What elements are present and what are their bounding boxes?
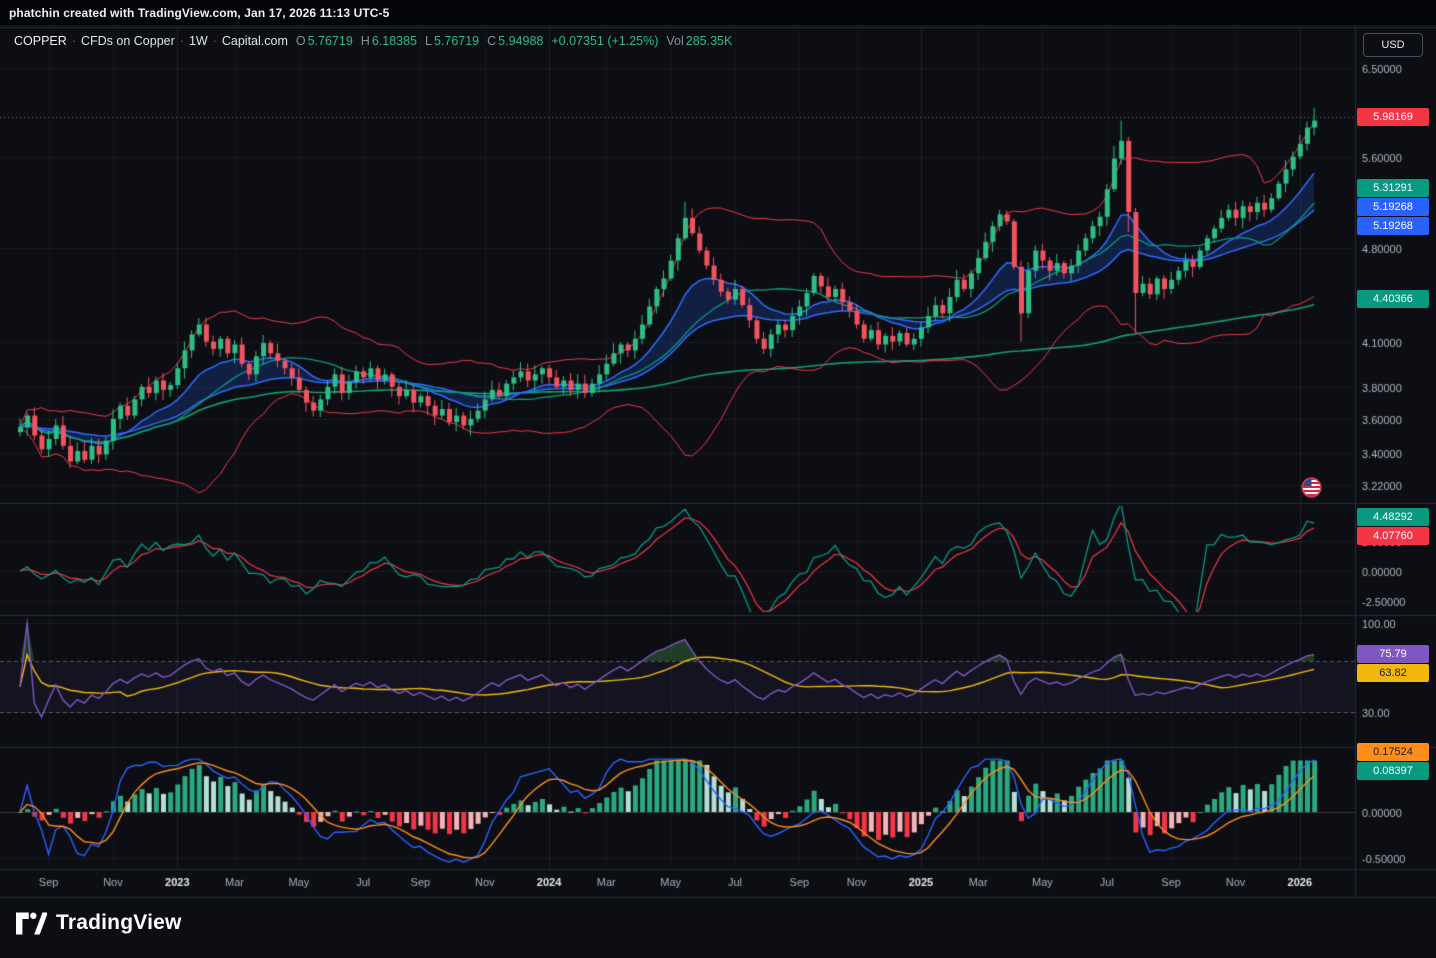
volume-value: 285.35K bbox=[685, 34, 733, 48]
osc-green-badge: 4.48292 bbox=[1357, 508, 1429, 527]
open-value: 5.76719 bbox=[307, 34, 353, 48]
close-value: 5.94988 bbox=[498, 34, 544, 48]
us-flag-icon bbox=[1301, 477, 1322, 498]
attribution-text: phatchin created with TradingView.com, J… bbox=[9, 5, 390, 20]
close-label: C bbox=[487, 34, 497, 48]
symbol-description[interactable]: CFDs on Copper bbox=[80, 34, 175, 48]
ribbon-upper-badge: 5.19268 bbox=[1357, 197, 1429, 216]
high-label: H bbox=[360, 34, 370, 48]
symbol-legend: COPPER · CFDs on Copper · 1W · Capital.c… bbox=[14, 34, 732, 48]
last-price-badge: 5.98169 bbox=[1357, 108, 1429, 127]
tradingview-brand-text[interactable]: TradingView bbox=[56, 911, 182, 934]
slow-ma-badge: 4.40366 bbox=[1357, 290, 1429, 309]
exchange-name[interactable]: Capital.com bbox=[221, 34, 288, 48]
low-label: L bbox=[425, 34, 432, 48]
change-value: +0.07351 (+1.25%) bbox=[551, 34, 659, 48]
tradingview-logo-icon[interactable] bbox=[16, 912, 47, 935]
separator-dot: · bbox=[71, 34, 76, 48]
macd-hist-badge: 0.08397 bbox=[1357, 761, 1429, 780]
currency-toggle-button[interactable]: USD bbox=[1363, 33, 1423, 57]
volume-label: Vol bbox=[666, 34, 684, 48]
rsi-value-badge: 75.79 bbox=[1357, 644, 1429, 663]
low-value: 5.76719 bbox=[433, 34, 480, 48]
high-value: 6.18385 bbox=[371, 34, 417, 48]
rsi-ma-badge: 63.82 bbox=[1357, 663, 1429, 682]
symbol-name[interactable]: COPPER bbox=[14, 34, 67, 48]
tradingview-footer: TradingView bbox=[16, 911, 182, 935]
separator-dot: · bbox=[212, 34, 217, 48]
separator-dot: · bbox=[179, 34, 184, 48]
basis-ma-badge: 5.31291 bbox=[1357, 178, 1429, 197]
macd-signal-badge: 0.17524 bbox=[1357, 742, 1429, 761]
osc-red-badge: 4.07760 bbox=[1357, 527, 1429, 546]
open-label: O bbox=[295, 34, 306, 48]
interval-label[interactable]: 1W bbox=[188, 34, 208, 48]
attribution-bar: phatchin created with TradingView.com, J… bbox=[0, 0, 1436, 26]
currency-label: USD bbox=[1381, 39, 1405, 51]
ribbon-lower-badge: 5.19268 bbox=[1357, 216, 1429, 235]
